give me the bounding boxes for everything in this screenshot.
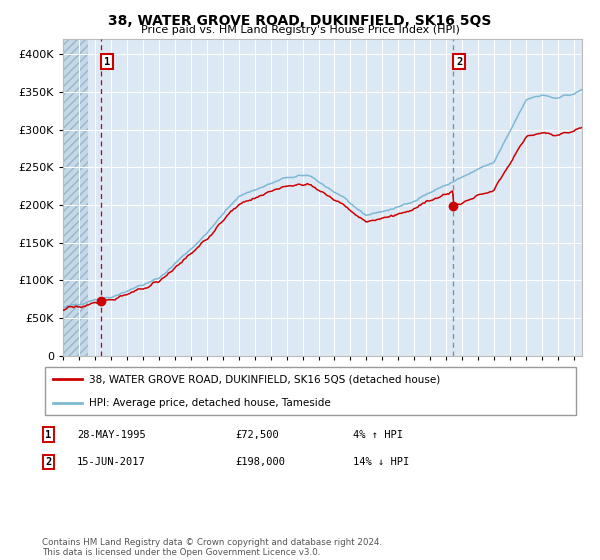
Text: 2: 2 <box>46 457 52 467</box>
Bar <box>63 39 88 356</box>
Text: 1: 1 <box>104 57 110 67</box>
Text: 14% ↓ HPI: 14% ↓ HPI <box>353 457 410 467</box>
Text: 28-MAY-1995: 28-MAY-1995 <box>77 430 146 440</box>
Text: 38, WATER GROVE ROAD, DUKINFIELD, SK16 5QS: 38, WATER GROVE ROAD, DUKINFIELD, SK16 5… <box>109 14 491 28</box>
FancyBboxPatch shape <box>44 367 577 415</box>
Text: 38, WATER GROVE ROAD, DUKINFIELD, SK16 5QS (detached house): 38, WATER GROVE ROAD, DUKINFIELD, SK16 5… <box>89 374 440 384</box>
Text: 15-JUN-2017: 15-JUN-2017 <box>77 457 146 467</box>
Text: £198,000: £198,000 <box>235 457 286 467</box>
Text: 4% ↑ HPI: 4% ↑ HPI <box>353 430 403 440</box>
Text: Contains HM Land Registry data © Crown copyright and database right 2024.
This d: Contains HM Land Registry data © Crown c… <box>42 538 382 557</box>
Text: 2: 2 <box>456 57 462 67</box>
Text: £72,500: £72,500 <box>235 430 279 440</box>
Text: HPI: Average price, detached house, Tameside: HPI: Average price, detached house, Tame… <box>89 398 331 408</box>
Text: Price paid vs. HM Land Registry's House Price Index (HPI): Price paid vs. HM Land Registry's House … <box>140 25 460 35</box>
Text: 1: 1 <box>46 430 52 440</box>
